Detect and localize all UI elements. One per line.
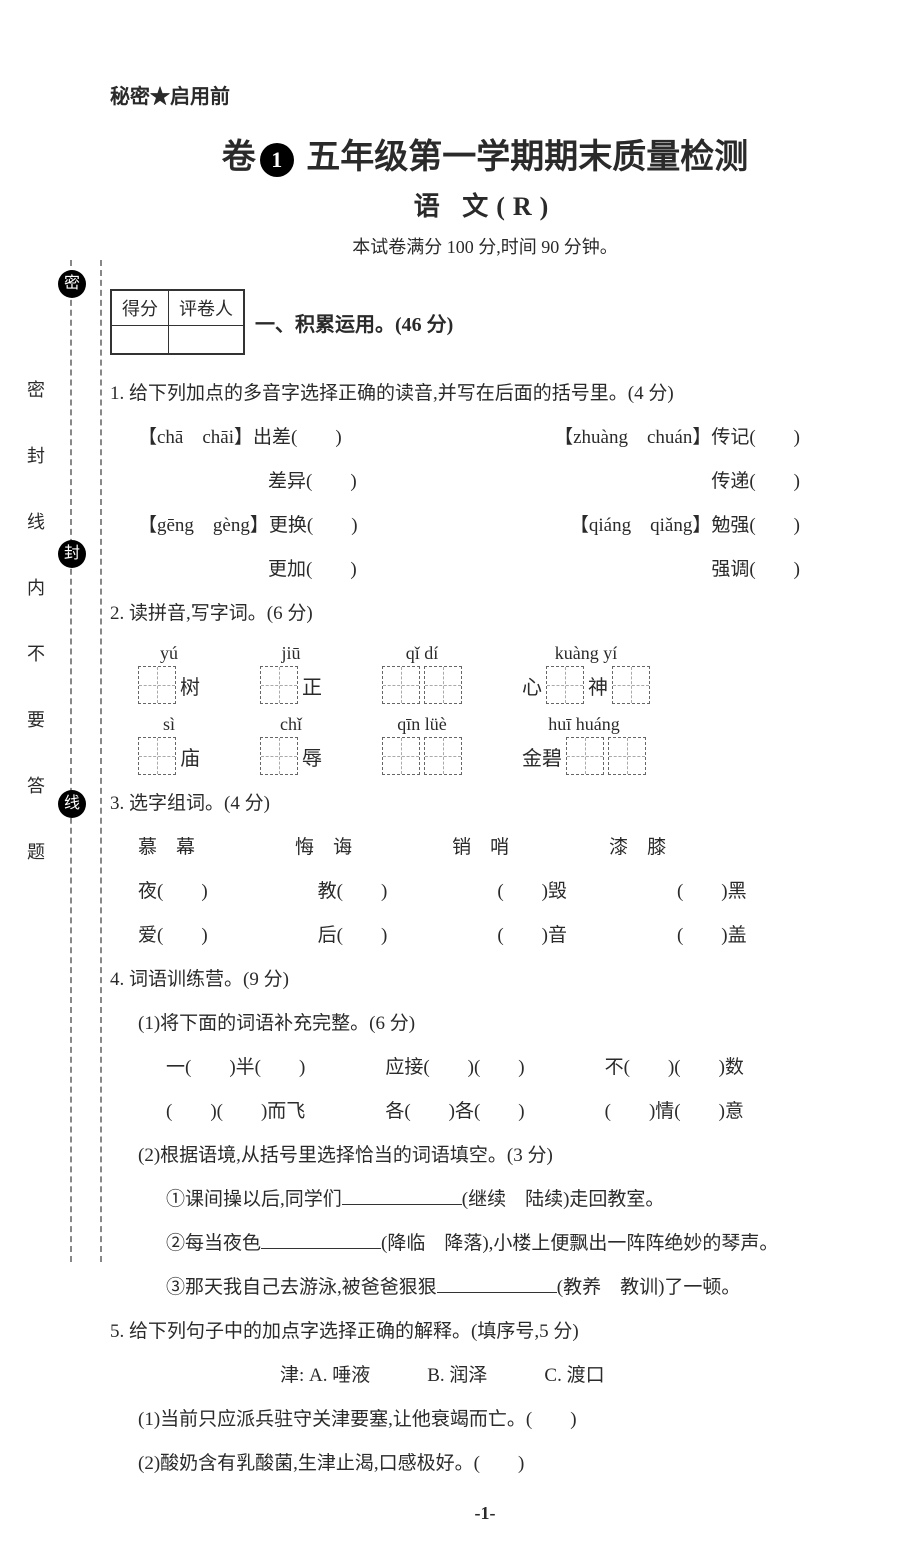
- char: 神: [588, 671, 608, 700]
- char: 心: [522, 671, 542, 700]
- q1-l2a: 差异( ): [138, 463, 357, 501]
- char-opt: 销: [452, 837, 471, 858]
- q1-l1b: 【zhuàng chuán】传记( ): [554, 419, 800, 457]
- q4-item: 一( )半( ): [166, 1049, 305, 1087]
- blank[interactable]: [437, 1272, 557, 1293]
- q4-s2b: (降临 降落),小楼上便飘出一阵阵绝妙的琴声。: [381, 1233, 778, 1254]
- exam-title: 卷1 五年级第一学期期末质量检测: [110, 129, 860, 178]
- confidential-label: 秘密★启用前: [110, 80, 860, 109]
- tianzi-box[interactable]: [612, 666, 650, 704]
- q3-cell: ( )黑: [677, 873, 747, 911]
- grader-cell[interactable]: [169, 326, 244, 354]
- tianzi-box[interactable]: [138, 737, 176, 775]
- q1-l4b: 强调( ): [711, 551, 800, 589]
- q4-s2a: ②每当夜色: [166, 1233, 261, 1254]
- q3-cell: ( )盖: [677, 917, 747, 955]
- score-header-2: 评卷人: [169, 291, 244, 326]
- char: 金碧: [522, 742, 562, 771]
- char-opt: 哨: [490, 837, 509, 858]
- q3-cell: 后( ): [318, 917, 388, 955]
- score-table: 得分 评卷人: [110, 289, 245, 355]
- subject-subtitle: 语 文(R): [110, 186, 860, 223]
- q4-s1b: (继续 陆续)走回教室。: [462, 1189, 665, 1210]
- blank[interactable]: [342, 1184, 462, 1205]
- q1-l3b: 【qiáng qiǎng】勉强( ): [570, 507, 800, 545]
- tianzi-box[interactable]: [260, 737, 298, 775]
- q1-l1a: 【chā chāi】出差( ): [138, 419, 342, 457]
- q2-row1: yú 树 jiū 正 qǐ dí kuàng yí 心 神: [110, 643, 860, 704]
- py: yú: [138, 643, 200, 664]
- char: 辱: [302, 742, 322, 771]
- q5-i1: (1)当前只应派兵驻守关津要塞,让他衰竭而亡。( ): [110, 1401, 860, 1439]
- py: sì: [138, 714, 200, 735]
- q4-s3b: (教养 教训)了一顿。: [557, 1277, 741, 1298]
- tianzi-box[interactable]: [608, 737, 646, 775]
- page-number: -1-: [110, 1503, 860, 1524]
- py: kuàng yí: [522, 643, 650, 664]
- q3-cell: 夜( ): [138, 873, 208, 911]
- char: 庙: [180, 742, 200, 771]
- q4-item: 不( )( )数: [605, 1049, 744, 1087]
- title-main: 五年级第一学期期末质量检测: [298, 139, 749, 176]
- tianzi-box[interactable]: [566, 737, 604, 775]
- q3-stem: 3. 选字组词。(4 分): [110, 785, 860, 823]
- blank[interactable]: [261, 1228, 381, 1249]
- char-opt: 幕: [176, 837, 195, 858]
- q3-cell: ( )音: [497, 917, 567, 955]
- q4-s1a: ①课间操以后,同学们: [166, 1189, 342, 1210]
- tianzi-box[interactable]: [424, 666, 462, 704]
- q4-sub1: (1)将下面的词语补充完整。(6 分): [110, 1005, 860, 1043]
- q1-stem: 1. 给下列加点的多音字选择正确的读音,并写在后面的括号里。(4 分): [110, 375, 860, 413]
- char-opt: 慕: [138, 837, 157, 858]
- tianzi-box[interactable]: [138, 666, 176, 704]
- section-1-title: 一、积累运用。(46 分): [255, 308, 453, 337]
- char-opt: 悔: [295, 837, 314, 858]
- py: chǐ: [260, 714, 322, 735]
- char: 正: [302, 671, 322, 700]
- title-prefix: 卷: [222, 139, 256, 176]
- tianzi-box[interactable]: [382, 737, 420, 775]
- q4-item: ( )情( )意: [605, 1093, 744, 1131]
- volume-badge: 1: [260, 143, 294, 177]
- q4-sub2: (2)根据语境,从括号里选择恰当的词语填空。(3 分): [110, 1137, 860, 1175]
- char-opt: 膝: [647, 837, 666, 858]
- tianzi-box[interactable]: [382, 666, 420, 704]
- py: jiū: [260, 643, 322, 664]
- q5-stem: 5. 给下列句子中的加点字选择正确的解释。(填序号,5 分): [110, 1313, 860, 1351]
- q5-key: 津: A. 唾液 B. 润泽 C. 渡口: [110, 1357, 860, 1395]
- q4-item: ( )( )而飞: [166, 1093, 305, 1131]
- q2-row2: sì 庙 chǐ 辱 qīn lüè huī huáng 金碧: [110, 714, 860, 775]
- q5-i2: (2)酸奶含有乳酸菌,生津止渴,口感极好。( ): [110, 1445, 860, 1483]
- score-cell[interactable]: [112, 326, 169, 354]
- score-header-1: 得分: [112, 291, 169, 326]
- char-opt: 漆: [609, 837, 628, 858]
- py: qīn lüè: [382, 714, 462, 735]
- q4-s3a: ③那天我自己去游泳,被爸爸狠狠: [166, 1277, 437, 1298]
- char: 树: [180, 671, 200, 700]
- exam-info: 本试卷满分 100 分,时间 90 分钟。: [110, 233, 860, 259]
- py: huī huáng: [522, 714, 646, 735]
- q3-cell: 教( ): [318, 873, 388, 911]
- q3-cell: 爱( ): [138, 917, 208, 955]
- q1-l4a: 更加( ): [138, 551, 357, 589]
- py: qǐ dí: [382, 643, 462, 664]
- tianzi-box[interactable]: [546, 666, 584, 704]
- q4-item: 各( )各( ): [385, 1093, 524, 1131]
- q4-item: 应接( )( ): [385, 1049, 524, 1087]
- q2-stem: 2. 读拼音,写字词。(6 分): [110, 595, 860, 633]
- q4-stem: 4. 词语训练营。(9 分): [110, 961, 860, 999]
- q3-cell: ( )毁: [497, 873, 567, 911]
- tianzi-box[interactable]: [424, 737, 462, 775]
- q1-l2b: 传递( ): [711, 463, 800, 501]
- tianzi-box[interactable]: [260, 666, 298, 704]
- char-opt: 诲: [333, 837, 352, 858]
- q1-l3a: 【gēng gèng】更换( ): [138, 507, 358, 545]
